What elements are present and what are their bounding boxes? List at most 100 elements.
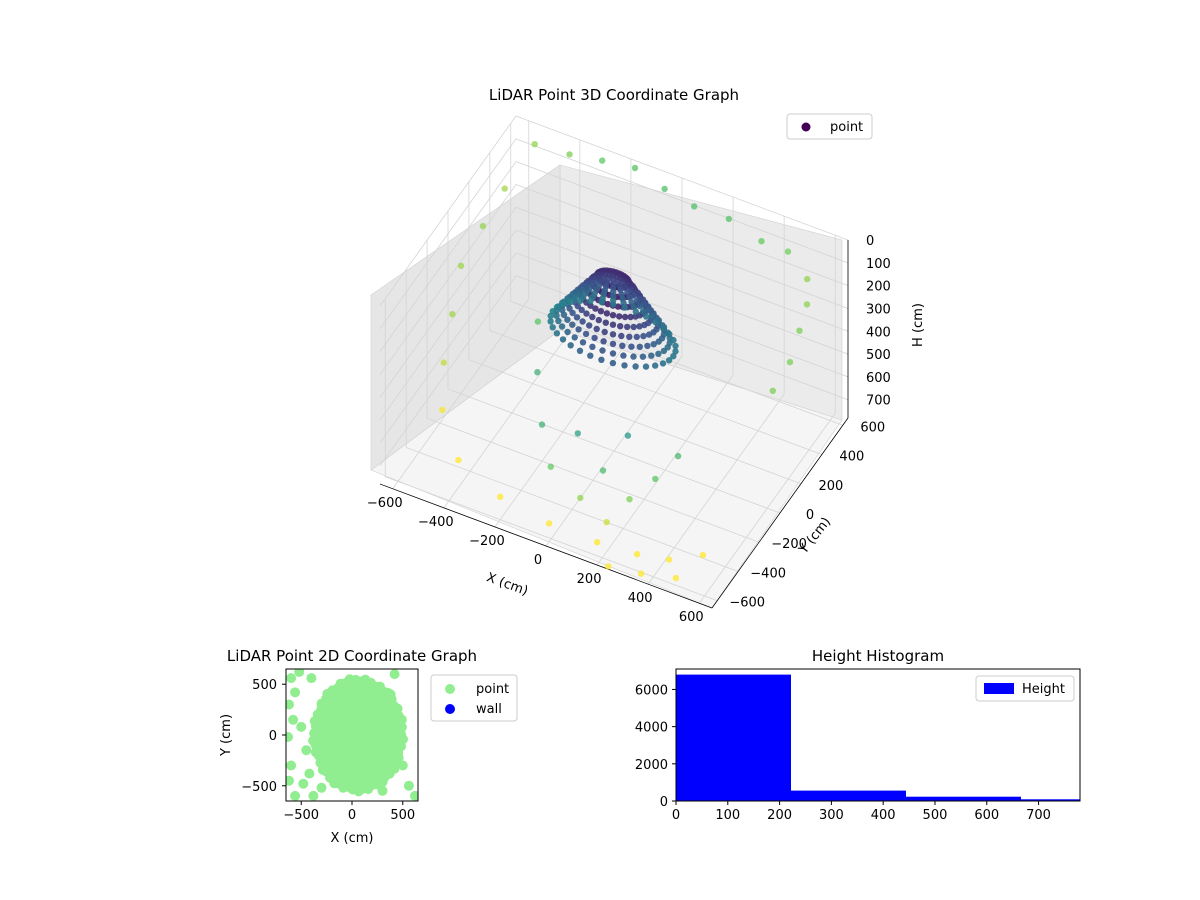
point-3d — [600, 338, 607, 345]
z-tick-label-3d: 200 — [866, 280, 891, 295]
point-2d — [329, 778, 340, 789]
point-3d — [672, 342, 679, 350]
point-3d — [538, 421, 546, 428]
point-3d — [577, 494, 584, 502]
z-tick-label-3d: 400 — [866, 325, 891, 340]
legend-3d: point — [786, 113, 873, 140]
histogram-bar — [906, 796, 1021, 801]
point-3d — [652, 475, 659, 483]
point-2d — [309, 728, 320, 739]
x-axis-label-3d: X (cm) — [484, 570, 530, 599]
point-3d — [661, 185, 668, 193]
point-3d — [699, 551, 707, 559]
legend-2d-wall-marker — [445, 704, 455, 714]
point-3d — [497, 493, 504, 500]
point-2d — [377, 777, 388, 787]
point-cloud-3d — [439, 141, 811, 582]
gridline-3d-z — [379, 115, 849, 307]
x-tick-label-histogram: 0 — [672, 808, 680, 823]
point-2d — [316, 719, 327, 730]
point-3d — [449, 311, 456, 318]
point-3d — [564, 328, 571, 336]
y-tick-label-histogram: 4000 — [635, 721, 668, 736]
point-2d — [403, 780, 414, 791]
legend-2d: point wall — [430, 674, 518, 722]
point-3d — [567, 342, 574, 349]
legend-histogram-label: Height — [1022, 682, 1065, 697]
point-2d — [375, 681, 385, 692]
x-axis-line-3d — [379, 483, 713, 609]
y-axis-label-2d: Y (cm) — [219, 714, 234, 757]
point-3d — [620, 352, 627, 359]
point-3d — [632, 363, 639, 370]
x-tick-label-histogram: 400 — [871, 808, 896, 823]
point-3d — [558, 323, 566, 330]
point-2d — [360, 674, 371, 685]
legend-2d-point-marker — [445, 684, 455, 694]
point-3d — [672, 574, 680, 582]
point-3d — [643, 313, 650, 320]
point-3d — [633, 551, 641, 558]
point-3d — [534, 369, 541, 376]
panel-histogram: Height Histogram 0 100 200 300 400 500 600 7000… — [635, 647, 1081, 823]
point-3d — [549, 324, 556, 331]
point-3d — [619, 342, 626, 349]
point-3d — [439, 406, 446, 414]
x-tick-label-histogram: 600 — [974, 808, 999, 823]
point-3d — [628, 298, 635, 306]
point-3d — [630, 323, 637, 331]
chart-3d-title: LiDAR Point 3D Coordinate Graph — [489, 86, 739, 104]
gridline-3d-y — [384, 298, 718, 602]
histogram-title: Height Histogram — [812, 647, 944, 665]
point-3d — [586, 322, 593, 329]
y-tick-label-histogram: 2000 — [635, 758, 668, 773]
point-3d — [564, 316, 571, 323]
point-3d — [574, 430, 581, 437]
point-3d — [624, 289, 631, 296]
point-3d — [609, 331, 617, 338]
z-tick-label-3d: 700 — [866, 394, 891, 409]
point-3d — [592, 305, 599, 312]
gridline-3d-y — [489, 152, 822, 455]
point-3d — [566, 151, 573, 158]
point-3d — [578, 306, 585, 314]
x-tick-label-2d: 0 — [348, 808, 356, 823]
point-3d — [603, 518, 610, 526]
x-axis-label-2d: X (cm) — [331, 831, 374, 846]
point-3d — [457, 262, 465, 269]
point-3d — [593, 325, 600, 333]
point-2d — [363, 784, 374, 795]
point-3d — [642, 363, 650, 370]
z-axis-label-3d: H (cm) — [911, 303, 926, 347]
point-3d — [571, 334, 578, 341]
y-axis-line-3d — [711, 417, 849, 609]
point-2d — [298, 778, 309, 789]
point-3d — [559, 300, 567, 308]
point-3d — [674, 452, 682, 460]
point-3d — [547, 463, 554, 470]
point-3d — [672, 348, 679, 355]
gridline-3d-y — [405, 269, 739, 572]
legend-histogram-swatch — [984, 683, 1014, 694]
point-3d — [594, 539, 601, 546]
gridline-3d-z — [379, 183, 849, 375]
point-2d — [389, 763, 400, 774]
point-3d — [655, 338, 662, 345]
point-2d — [286, 760, 297, 771]
x-tick-label-histogram: 500 — [923, 808, 948, 823]
point-3d — [666, 330, 673, 338]
point-3d — [601, 328, 608, 336]
point-2d — [396, 722, 407, 733]
point-3d — [501, 185, 508, 192]
point-2d — [308, 735, 319, 746]
point-3d — [632, 308, 639, 315]
axes3d-floor-pane — [370, 329, 843, 609]
point-3d — [587, 302, 594, 309]
point-3d — [587, 297, 594, 305]
point-3d — [803, 301, 811, 308]
point-2d — [396, 714, 407, 725]
point-cloud-2d — [286, 669, 418, 801]
point-2d — [288, 714, 299, 725]
point-2d — [397, 760, 408, 771]
x-tick-label-histogram: 700 — [1026, 808, 1051, 823]
